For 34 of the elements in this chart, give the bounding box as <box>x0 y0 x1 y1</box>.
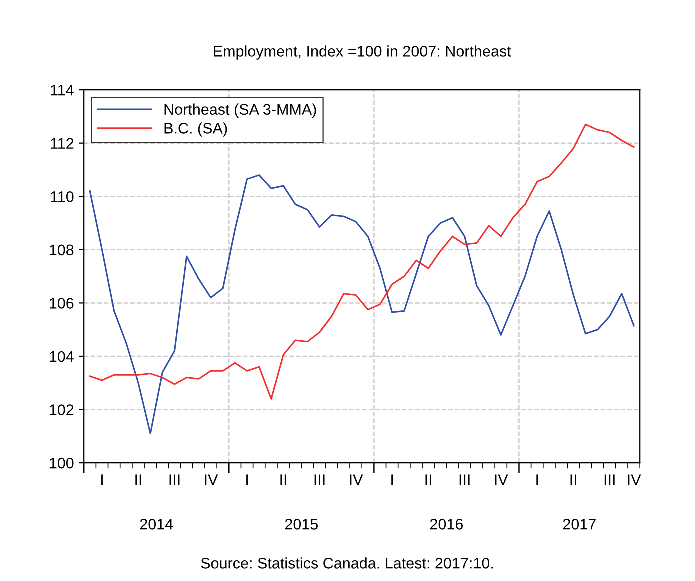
x-tick-label: II <box>426 474 432 486</box>
line-series <box>89 174 635 435</box>
text: 2017 <box>563 519 596 530</box>
y-tick-label: 110 <box>51 191 74 202</box>
legend-label: Northeast (SA 3-MMA) <box>164 104 316 118</box>
x-tick-label: III <box>604 474 615 486</box>
x-tick-label: IV <box>495 474 508 486</box>
y-tick-label: 106 <box>50 298 74 309</box>
y-tick-label: 108 <box>50 244 74 256</box>
x-tick-label: III <box>170 474 180 486</box>
chart-title: Employment, Index =100 in 2007: Northeast <box>214 46 512 60</box>
x-tick-label: III <box>314 474 325 486</box>
y-tick-label: 114 <box>51 85 74 96</box>
source-note: Source: Statistics Canada. Latest: 2017:10. <box>201 558 494 569</box>
line-series <box>89 124 635 400</box>
text: 2014 <box>140 519 174 530</box>
x-tick-label: IV <box>628 474 642 486</box>
y-tick-label: 102 <box>50 404 74 416</box>
legend-label: B.C. (SA) <box>164 122 228 137</box>
x-tick-label: II <box>280 474 286 486</box>
x-tick-label: I <box>246 474 248 486</box>
x-tick-label: III <box>460 474 470 486</box>
y-tick-label: 104 <box>50 351 74 362</box>
x-tick-label: IV <box>350 474 364 486</box>
y-tick-label: 112 <box>51 138 74 149</box>
x-tick-label: IV <box>205 474 218 486</box>
x-tick-label: II <box>136 474 142 486</box>
text: 2015 <box>285 519 318 530</box>
y-tick-label: 100 <box>50 458 74 469</box>
x-tick-label: I <box>536 474 538 486</box>
x-tick-label: I <box>392 474 394 486</box>
text: 2016 <box>430 519 464 530</box>
x-tick-label: II <box>570 474 576 486</box>
x-tick-label: I <box>102 474 103 486</box>
